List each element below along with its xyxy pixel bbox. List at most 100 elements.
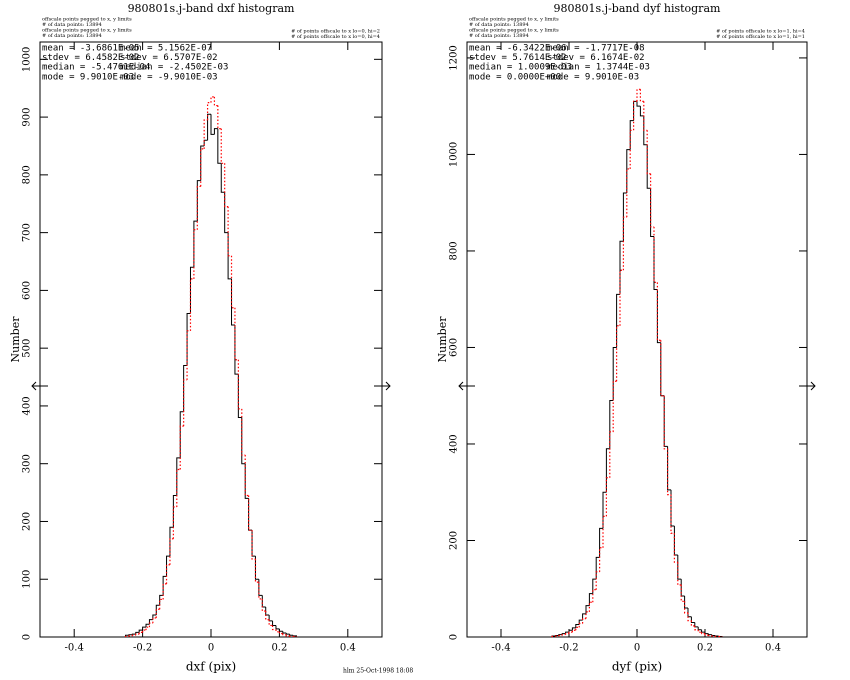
x-tick-label: 0.2	[697, 643, 713, 654]
histogram-step	[289, 634, 294, 636]
stat: median = 1.3744E-03	[547, 63, 650, 73]
histogram-step	[275, 625, 280, 630]
histogram-step	[224, 163, 229, 208]
histogram-step	[622, 216, 627, 271]
histogram-step	[680, 584, 685, 602]
histogram-step	[677, 562, 682, 586]
histogram-step	[687, 612, 692, 622]
histogram-step	[711, 634, 716, 637]
histogram-step	[646, 130, 651, 175]
histogram-step	[599, 547, 603, 572]
histogram-step	[224, 192, 229, 234]
histogram-step	[265, 611, 270, 621]
histogram-step	[619, 269, 624, 326]
histogram-step	[694, 625, 699, 631]
x-tick-label: -0.4	[65, 643, 84, 654]
y-tick-label: 1000	[22, 47, 33, 72]
y-tick-label: 200	[22, 512, 33, 531]
histogram-step	[571, 627, 576, 631]
histogram-step	[227, 232, 232, 280]
y-tick-label: 600	[22, 281, 33, 300]
histogram-step	[128, 635, 133, 637]
y-tick-label: 200	[449, 531, 460, 550]
histogram-step	[592, 589, 597, 603]
histogram-step	[697, 626, 702, 631]
histogram-step	[636, 101, 641, 107]
note: offscale points pegged to x, y limits	[469, 28, 559, 34]
histogram-step	[667, 446, 671, 491]
histogram-step	[568, 631, 573, 634]
histogram-step	[650, 188, 654, 237]
histogram-step	[275, 629, 280, 633]
stat: mode = 9.9010E-03	[42, 72, 134, 82]
histogram-step	[622, 192, 627, 242]
histogram-step	[605, 477, 610, 517]
note: # of points offscale to x lo=1, hi=1	[716, 34, 805, 40]
histogram-step	[258, 582, 263, 600]
histogram-step	[656, 282, 661, 341]
x-axis-label: dxf (pix)	[186, 660, 236, 674]
arrow	[799, 381, 816, 391]
histogram-step	[248, 495, 253, 531]
x-tick-label: -0.4	[491, 643, 510, 654]
histogram-step	[169, 538, 174, 565]
histogram-step	[142, 626, 147, 631]
histogram-step	[244, 455, 249, 497]
histogram-step	[138, 629, 143, 633]
histogram-step	[278, 628, 283, 632]
histogram-step	[186, 330, 191, 380]
histogram-step	[629, 129, 634, 169]
histogram-step	[575, 623, 580, 628]
note: offscale points pegged to x, y limits	[42, 17, 132, 23]
histogram-step	[643, 115, 648, 146]
histogram-step	[261, 595, 266, 608]
y-axis-label: Number	[436, 316, 449, 363]
arrow	[458, 381, 475, 391]
x-tick-label: -0.2	[559, 643, 578, 654]
histogram-step	[128, 634, 133, 636]
histogram-step	[626, 168, 631, 218]
histogram-step	[210, 114, 215, 135]
histogram-step	[592, 578, 597, 594]
histogram-step	[248, 498, 253, 531]
histogram-step	[165, 564, 170, 584]
histogram-step	[282, 633, 287, 636]
histogram-step	[609, 431, 614, 478]
histogram-step	[145, 623, 150, 628]
stat: median = -5.4761E-04	[42, 63, 150, 73]
histogram-step	[565, 633, 569, 635]
histogram-step	[690, 620, 695, 627]
histogram-step	[673, 533, 678, 563]
histogram-step	[707, 633, 712, 636]
histogram-step	[254, 559, 259, 583]
histogram-step	[660, 340, 665, 397]
y-tick-label: 1200	[449, 45, 460, 70]
histogram-step	[272, 620, 276, 626]
histogram-step	[639, 89, 644, 102]
stat: stdev = 6.4582E-02	[42, 53, 140, 63]
histogram-step	[701, 632, 705, 635]
histogram-step	[124, 635, 129, 638]
y-tick-label: 300	[22, 454, 33, 473]
histogram-step	[602, 515, 607, 548]
histogram-step	[585, 605, 590, 614]
histogram-step	[241, 417, 246, 465]
histogram-step	[155, 608, 160, 618]
stat: mean = -1.7717E-08	[547, 44, 645, 54]
y-tick-label: 0	[22, 634, 33, 640]
histogram-step	[162, 575, 167, 596]
histogram-step	[612, 380, 617, 432]
stat: mode = 9.9010E-03	[547, 72, 639, 82]
histogram-step	[131, 633, 136, 635]
histogram-step	[237, 359, 242, 410]
histogram-step	[653, 236, 658, 291]
histogram-step	[200, 145, 205, 181]
histogram-step	[176, 468, 181, 508]
histogram-step	[131, 634, 136, 636]
histogram-step	[244, 463, 249, 499]
histogram-step	[176, 457, 181, 496]
histogram-step	[220, 163, 225, 193]
histogram-step	[183, 379, 188, 427]
histogram-step	[660, 342, 665, 397]
